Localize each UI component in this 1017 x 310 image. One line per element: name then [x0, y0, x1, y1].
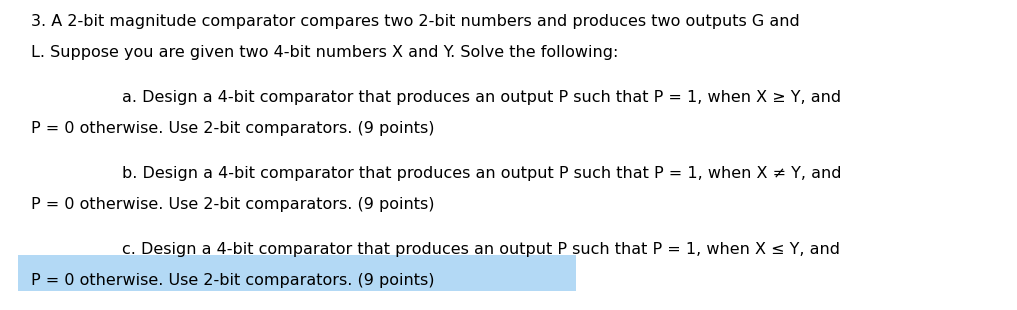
Text: P = 0 otherwise. Use 2-bit comparators. (9 points): P = 0 otherwise. Use 2-bit comparators. …	[31, 121, 434, 136]
Text: P = 0 otherwise. Use 2-bit comparators. (9 points): P = 0 otherwise. Use 2-bit comparators. …	[31, 197, 434, 212]
Text: b. Design a 4-bit comparator that produces an output P such that P = 1, when X ≠: b. Design a 4-bit comparator that produc…	[122, 166, 841, 181]
Text: L. Suppose you are given two 4-bit numbers X and Y. Solve the following:: L. Suppose you are given two 4-bit numbe…	[31, 45, 618, 60]
Text: a. Design a 4-bit comparator that produces an output P such that P = 1, when X ≥: a. Design a 4-bit comparator that produc…	[122, 90, 841, 105]
Text: c. Design a 4-bit comparator that produces an output P such that P = 1, when X ≤: c. Design a 4-bit comparator that produc…	[122, 242, 840, 257]
Bar	[18, 255, 576, 291]
Text: P = 0 otherwise. Use 2-bit comparators. (9 points): P = 0 otherwise. Use 2-bit comparators. …	[31, 273, 434, 288]
Text: 3. A 2-bit magnitude comparator compares two 2-bit numbers and produces two outp: 3. A 2-bit magnitude comparator compares…	[31, 14, 799, 29]
